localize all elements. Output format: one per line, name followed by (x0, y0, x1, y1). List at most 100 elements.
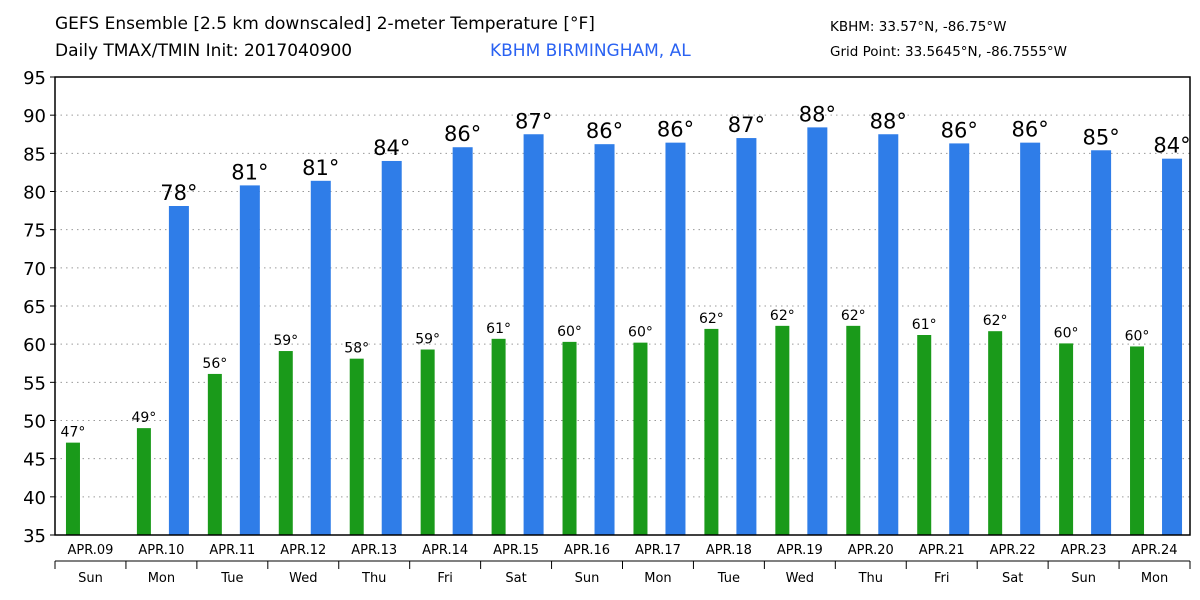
tmax-value-label: 81° (302, 156, 339, 180)
y-tick-label: 35 (23, 526, 46, 547)
y-tick-label: 85 (23, 144, 46, 165)
tmin-value-label: 61° (912, 317, 937, 333)
x-day-label: Sun (1071, 571, 1096, 586)
x-day-label: Tue (717, 571, 740, 586)
x-day-label: Sat (505, 571, 526, 586)
tmax-bar (168, 206, 189, 535)
tmin-bar (704, 328, 719, 535)
tmin-bar (491, 338, 506, 535)
x-date-label: APR.22 (990, 543, 1036, 558)
y-tick-label: 50 (23, 412, 46, 433)
grid-lines (55, 114, 1190, 498)
tmin-value-label: 47° (61, 425, 86, 441)
x-day-label: Fri (934, 571, 950, 586)
tmin-value-label: 60° (628, 325, 653, 341)
x-date-label: APR.18 (706, 543, 752, 558)
x-day-label: Mon (148, 571, 175, 586)
bars (65, 127, 1183, 536)
tmin-bar (846, 325, 861, 535)
x-day-label: Fri (437, 571, 453, 586)
tmin-bar (562, 341, 577, 535)
data-labels: 47° 49° 56° 59° 58° 59° 61° 60° 60° 62° 62° 62° 61° 6… (61, 102, 1191, 440)
x-day-label: Wed (786, 571, 814, 586)
tmax-bar (878, 134, 899, 535)
tmin-value-label: 58° (344, 341, 369, 357)
x-day-label: Sat (1002, 571, 1023, 586)
tmax-bar (807, 127, 828, 535)
tmin-bar (207, 373, 222, 535)
tmin-value-label: 62° (983, 313, 1008, 329)
x-day-label: Mon (644, 571, 671, 586)
tmin-bar (988, 331, 1003, 535)
y-tick-label: 55 (23, 373, 46, 394)
x-date-label: APR.10 (138, 543, 184, 558)
x-day-label: Wed (289, 571, 317, 586)
y-tick-label: 95 (23, 68, 46, 89)
x-date-label: APR.15 (493, 543, 539, 558)
tmax-bar (239, 185, 260, 536)
x-day-label: Thu (361, 571, 386, 586)
y-tick-label: 60 (23, 335, 46, 356)
x-date-label: APR.17 (635, 543, 681, 558)
x-day-label: Thu (858, 571, 883, 586)
tmax-bar (310, 180, 331, 535)
tmax-value-label: 85° (1082, 125, 1119, 149)
y-tick-label: 45 (23, 450, 46, 471)
tmin-value-label: 62° (770, 308, 795, 324)
x-day-label: Mon (1141, 571, 1168, 586)
tmin-value-label: 49° (131, 410, 156, 426)
tmax-value-label: 84° (373, 136, 410, 160)
x-date-label: APR.16 (564, 543, 610, 558)
tmax-value-label: 88° (799, 102, 836, 126)
x-date-label: APR.24 (1132, 543, 1178, 558)
y-tick-label: 40 (23, 488, 46, 509)
x-day-label: Sun (78, 571, 103, 586)
tmin-value-label: 61° (486, 321, 511, 337)
tmax-value-label: 81° (231, 160, 268, 184)
tmin-value-label: 62° (699, 311, 724, 327)
tmax-value-label: 86° (941, 118, 978, 142)
tmin-bar (420, 349, 435, 535)
tmin-bar (1130, 346, 1145, 535)
tmax-bar (665, 142, 686, 535)
tmin-value-label: 60° (557, 324, 582, 340)
x-day-label: Sun (575, 571, 600, 586)
tmax-bar (523, 134, 544, 535)
tmax-value-label: 87° (515, 109, 552, 133)
tmin-value-label: 60° (1054, 325, 1079, 341)
tmax-value-label: 86° (586, 119, 623, 143)
tmax-bar (381, 160, 402, 535)
tmax-bar (452, 147, 473, 535)
y-tick-label: 70 (23, 259, 46, 280)
tmin-bar (136, 428, 151, 535)
tmin-bar (349, 358, 364, 535)
tmin-bar (633, 342, 648, 535)
y-tick-label: 65 (23, 297, 46, 318)
x-date-label: APR.23 (1061, 543, 1107, 558)
tmin-bar (1059, 343, 1074, 535)
tmin-bar (65, 442, 80, 535)
tmin-value-label: 59° (415, 332, 440, 348)
tmin-bar (775, 325, 790, 535)
tmin-value-label: 56° (202, 356, 227, 372)
tmax-value-label: 86° (444, 122, 481, 146)
x-date-label: APR.21 (919, 543, 965, 558)
y-tick-label: 80 (23, 183, 46, 204)
tmax-value-label: 86° (1012, 118, 1049, 142)
tmax-value-label: 78° (160, 181, 197, 205)
tmax-bar (1162, 158, 1183, 535)
tmin-bar (278, 351, 293, 535)
tmax-bar (1091, 150, 1112, 535)
x-date-label: APR.13 (351, 543, 397, 558)
tmin-value-label: 59° (273, 333, 298, 349)
tmax-value-label: 88° (870, 109, 907, 133)
y-tick-label: 75 (23, 221, 46, 242)
chart-subtitle: Daily TMAX/TMIN Init: 2017040900 (55, 41, 353, 61)
tmin-value-label: 60° (1125, 328, 1150, 344)
x-day-label: Tue (220, 571, 243, 586)
tmin-bar (917, 335, 932, 535)
chart-title: GEFS Ensemble [2.5 km downscaled] 2-mete… (55, 14, 595, 34)
x-date-label: APR.12 (280, 543, 326, 558)
tmax-value-label: 87° (728, 113, 765, 137)
